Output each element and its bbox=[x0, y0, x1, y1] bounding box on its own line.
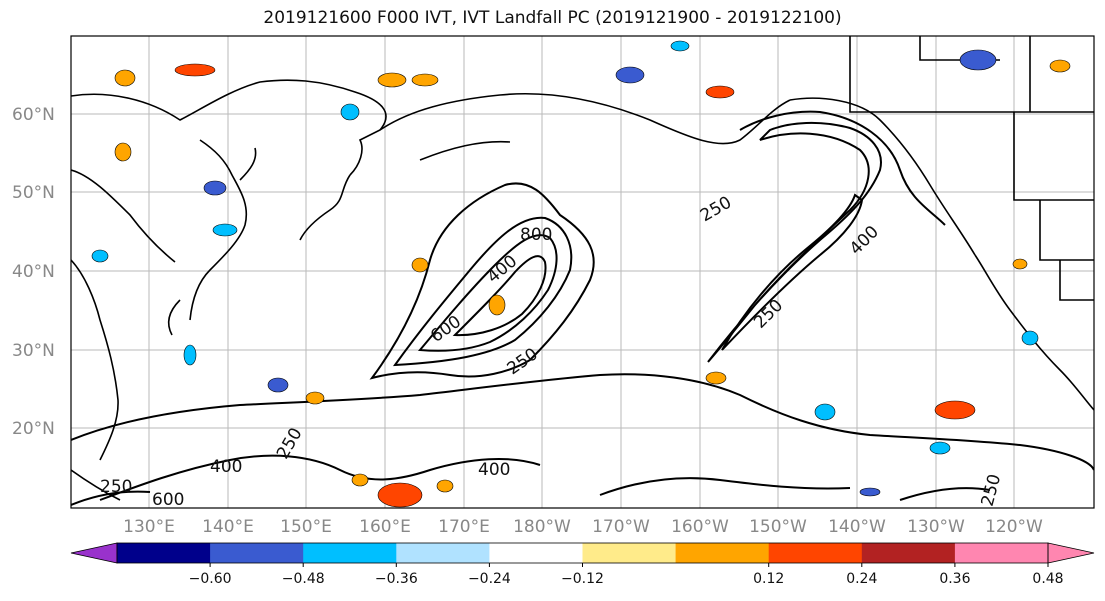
lon-label: 120°W bbox=[985, 517, 1043, 537]
colorbar-segment bbox=[954, 543, 1049, 563]
colorbar-tick-label: −0.36 bbox=[375, 571, 418, 587]
lon-label: 170°E bbox=[438, 517, 490, 537]
colorbar-extend-right bbox=[1047, 542, 1095, 564]
colorbar-tick-label: 0.36 bbox=[939, 571, 970, 587]
colorbar-segment bbox=[489, 543, 583, 563]
latitude-labels: 60°N 50°N 40°N 30°N 20°N bbox=[12, 105, 55, 439]
colorbar-segment bbox=[210, 543, 304, 563]
colorbar-segment bbox=[582, 543, 677, 563]
map-title: 2019121600 F000 IVT, IVT Landfall PC (20… bbox=[263, 8, 842, 28]
colorbar-tick-label: 0.48 bbox=[1032, 571, 1063, 587]
lon-label: 150°E bbox=[280, 517, 332, 537]
ivt-contours bbox=[71, 110, 1094, 506]
lat-label: 50°N bbox=[12, 183, 55, 203]
lat-label: 20°N bbox=[12, 419, 55, 439]
gridlines bbox=[71, 36, 1094, 508]
colorbar: −0.60 −0.48 −0.36 −0.24 −0.12 0.12 0.24 0.36 0.4… bbox=[70, 542, 1095, 587]
colorbar-tick-label: −0.60 bbox=[189, 571, 232, 587]
map-panel bbox=[71, 36, 1094, 508]
colorbar-segment bbox=[117, 543, 211, 563]
contour-label: 800 bbox=[520, 225, 552, 245]
contour-label: 600 bbox=[152, 490, 184, 510]
lon-label: 150°W bbox=[749, 517, 807, 537]
contour-label: 400 bbox=[478, 460, 510, 480]
colorbar-segment bbox=[396, 543, 490, 563]
lon-label: 170°W bbox=[592, 517, 650, 537]
lon-label: 130°E bbox=[123, 517, 175, 537]
colorbar-segment bbox=[675, 543, 770, 563]
colorbar-tick-label: −0.12 bbox=[561, 571, 604, 587]
colorbar-segment bbox=[861, 543, 956, 563]
colorbar-tick-label: −0.24 bbox=[468, 571, 511, 587]
colorbar-tick-label: 0.24 bbox=[846, 571, 877, 587]
lat-label: 40°N bbox=[12, 262, 55, 282]
lat-label: 60°N bbox=[12, 105, 55, 125]
map-border bbox=[70, 35, 1095, 509]
colorbar-tick-label: −0.48 bbox=[282, 571, 325, 587]
pc-shading bbox=[91, 40, 1071, 508]
colorbar-segment bbox=[303, 543, 397, 563]
colorbar-tick-label: 0.12 bbox=[753, 571, 784, 587]
colorbar-extend-left bbox=[70, 542, 118, 564]
contour-label: 400 bbox=[210, 457, 242, 477]
contour-label: 250 bbox=[100, 477, 132, 497]
lon-label: 160°E bbox=[359, 517, 411, 537]
lon-label: 160°W bbox=[671, 517, 729, 537]
colorbar-segment bbox=[768, 543, 863, 563]
lon-label: 140°W bbox=[828, 517, 886, 537]
lon-label: 180°W bbox=[513, 517, 571, 537]
lat-label: 30°N bbox=[12, 341, 55, 361]
longitude-labels: 130°E 140°E 150°E 160°E 170°E 180°W 170°… bbox=[123, 517, 1043, 537]
lon-label: 140°E bbox=[202, 517, 254, 537]
lon-label: 130°W bbox=[907, 517, 965, 537]
